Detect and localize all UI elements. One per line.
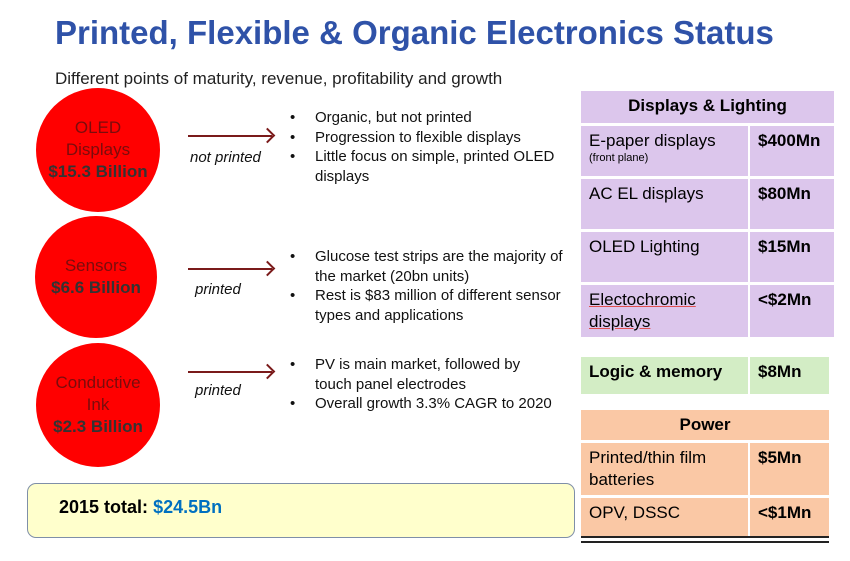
- row-value: $400Mn: [748, 126, 834, 176]
- sensors-circle: Sensors $6.6 Billion: [35, 216, 157, 338]
- bullet: PV is main market, followed by touch pan…: [290, 355, 560, 394]
- bullet: Overall growth 3.3% CAGR to 2020: [290, 394, 560, 414]
- bullet: Rest is $83 million of different sensor …: [290, 286, 575, 325]
- row-value: $15Mn: [748, 232, 834, 282]
- sensors-bullets: Glucose test strips are the majority of …: [290, 247, 575, 325]
- bullet: Organic, but not printed: [290, 108, 560, 128]
- table-row: Printed/thin film batteries $5Mn: [581, 443, 829, 495]
- arrow-icon: [188, 268, 272, 270]
- power-table: Power Printed/thin film batteries $5Mn OP…: [581, 407, 829, 543]
- row-value: <$2Mn: [748, 285, 834, 337]
- table-row: E-paper displays (front plane) $400Mn: [581, 126, 834, 176]
- conductive-ink-bullets: PV is main market, followed by touch pan…: [290, 355, 560, 414]
- bullet: Little focus on simple, printed OLED dis…: [290, 147, 560, 186]
- oled-bullets: Organic, but not printed Progression to …: [290, 108, 560, 186]
- row-item: AC EL displays: [581, 179, 748, 229]
- bullet: Progression to flexible displays: [290, 128, 560, 148]
- table-bottom-rule: [581, 536, 829, 538]
- circle-name: Displays: [65, 140, 131, 159]
- circle-name: OLED: [74, 118, 122, 137]
- row-value: <$1Mn: [748, 498, 829, 538]
- total-box: 2015 total: $24.5Bn: [27, 483, 575, 538]
- total-value: $24.5Bn: [153, 497, 223, 517]
- row-value: $5Mn: [748, 443, 829, 495]
- row-item: Printed/thin film batteries: [581, 443, 748, 495]
- circle-name: Ink: [86, 395, 110, 414]
- conductive-ink-circle: Conductive Ink $2.3 Billion: [36, 343, 160, 467]
- row-value: $80Mn: [748, 179, 834, 229]
- circle-name: Sensors: [64, 256, 128, 275]
- row-item: Logic & memory: [581, 357, 748, 394]
- row-note: (front plane): [589, 152, 649, 164]
- row-item: Electochromic displays: [581, 285, 748, 337]
- row-item: OLED Lighting: [581, 232, 748, 282]
- arrow-label: not printed: [190, 149, 261, 166]
- total-label: 2015 total:: [59, 497, 149, 517]
- bullet: Glucose test strips are the majority of …: [290, 247, 575, 286]
- row-item: OPV, DSSC: [581, 498, 748, 538]
- arrow-icon: [188, 371, 272, 373]
- arrow-label: printed: [195, 281, 241, 298]
- slide-subtitle: Different points of maturity, revenue, p…: [55, 69, 503, 88]
- row-value: $8Mn: [748, 357, 829, 394]
- circle-value: $2.3 Billion: [53, 417, 143, 436]
- table-row: Electochromic displays <$2Mn: [581, 285, 834, 337]
- table-row: Logic & memory $8Mn: [581, 357, 829, 394]
- table-row: OLED Lighting $15Mn: [581, 232, 834, 282]
- oled-displays-circle: OLED Displays $15.3 Billion: [36, 88, 160, 212]
- circle-name: Conductive: [55, 373, 141, 392]
- displays-lighting-table: Displays & Lighting E-paper displays (fro…: [581, 88, 834, 340]
- table-row: AC EL displays $80Mn: [581, 179, 834, 229]
- table-row: OPV, DSSC <$1Mn: [581, 498, 829, 538]
- table-header: Displays & Lighting: [581, 91, 834, 123]
- logic-memory-table: Logic & memory $8Mn: [581, 354, 829, 397]
- slide-title: Printed, Flexible & Organic Electronics …: [55, 14, 774, 51]
- row-item: E-paper displays: [589, 131, 716, 150]
- table-header: Power: [581, 410, 829, 440]
- arrow-icon: [188, 135, 272, 137]
- circle-value: $15.3 Billion: [48, 162, 148, 181]
- arrow-label: printed: [195, 382, 241, 399]
- circle-value: $6.6 Billion: [51, 278, 141, 297]
